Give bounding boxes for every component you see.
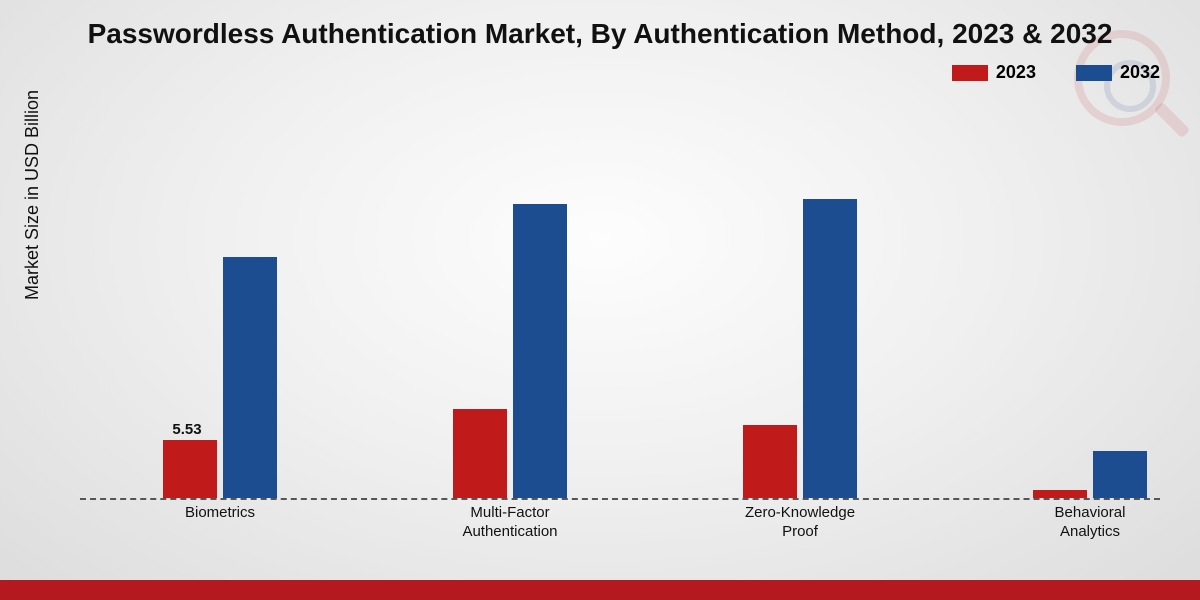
- bar-2032-behavioral: [1093, 451, 1147, 498]
- x-axis-baseline: [80, 498, 1160, 500]
- xtick-zkp: Zero-Knowledge Proof: [700, 504, 900, 542]
- legend-item-2032: 2032: [1076, 62, 1160, 83]
- y-axis-label: Market Size in USD Billion: [22, 90, 43, 300]
- plot-area: 5.53: [80, 120, 1160, 500]
- bottom-band: [0, 580, 1200, 600]
- legend-label-2032: 2032: [1120, 62, 1160, 83]
- chart-title: Passwordless Authentication Market, By A…: [0, 18, 1200, 50]
- bar-2032-zkp: [803, 199, 857, 498]
- bar-2023-biometrics: [163, 440, 217, 498]
- legend-label-2023: 2023: [996, 62, 1036, 83]
- legend-swatch-2032: [1076, 65, 1112, 81]
- chart-container: Passwordless Authentication Market, By A…: [0, 0, 1200, 600]
- xtick-biometrics: Biometrics: [120, 504, 320, 523]
- legend-swatch-2023: [952, 65, 988, 81]
- xtick-mfa: Multi-Factor Authentication: [410, 504, 610, 542]
- data-label-5-53: 5.53: [157, 421, 217, 438]
- bar-2023-behavioral: [1033, 490, 1087, 498]
- xtick-behavioral: Behavioral Analytics: [990, 504, 1190, 542]
- bar-2032-mfa: [513, 204, 567, 498]
- bar-2023-mfa: [453, 409, 507, 498]
- legend-item-2023: 2023: [952, 62, 1036, 83]
- bar-2032-biometrics: [223, 257, 277, 499]
- legend: 2023 2032: [952, 62, 1160, 83]
- bar-2023-zkp: [743, 425, 797, 499]
